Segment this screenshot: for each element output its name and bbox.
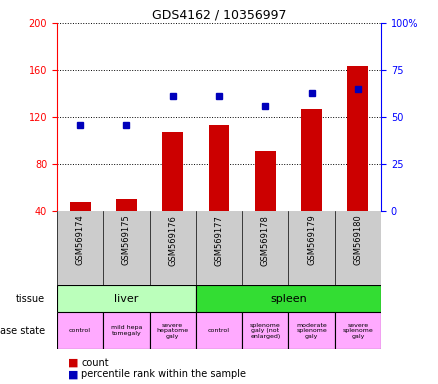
Bar — [242, 312, 289, 349]
Text: disease state: disease state — [0, 326, 46, 336]
Text: splenome
galy (not
enlarged): splenome galy (not enlarged) — [250, 323, 281, 339]
Text: spleen: spleen — [270, 294, 307, 304]
Text: tissue: tissue — [16, 294, 46, 304]
Bar — [149, 312, 196, 349]
Bar — [208, 125, 230, 211]
Title: GDS4162 / 10356997: GDS4162 / 10356997 — [152, 9, 286, 22]
Bar — [196, 285, 381, 312]
Text: count: count — [81, 358, 109, 368]
Bar — [57, 285, 196, 312]
Bar — [289, 312, 335, 349]
Bar — [301, 109, 322, 211]
Text: GSM569178: GSM569178 — [261, 215, 270, 266]
Bar — [255, 151, 276, 211]
Text: GSM569176: GSM569176 — [168, 215, 177, 266]
Bar — [57, 312, 103, 349]
Bar — [70, 202, 91, 211]
Bar — [116, 199, 137, 211]
Text: control: control — [69, 328, 91, 333]
Text: moderate
splenome
galy: moderate splenome galy — [296, 323, 327, 339]
Text: percentile rank within the sample: percentile rank within the sample — [81, 369, 246, 379]
Text: liver: liver — [114, 294, 138, 304]
Text: GSM569177: GSM569177 — [215, 215, 223, 266]
Text: control: control — [208, 328, 230, 333]
Text: severe
splenome
galy: severe splenome galy — [343, 323, 373, 339]
Text: ■: ■ — [68, 358, 78, 368]
Text: GSM569175: GSM569175 — [122, 215, 131, 265]
Bar — [347, 66, 368, 211]
Bar — [162, 132, 183, 211]
Text: GSM569179: GSM569179 — [307, 215, 316, 265]
Bar — [196, 312, 242, 349]
Text: GSM569174: GSM569174 — [76, 215, 85, 265]
Bar — [335, 312, 381, 349]
Text: severe
hepatome
galy: severe hepatome galy — [157, 323, 189, 339]
Text: ■: ■ — [68, 369, 78, 379]
Text: GSM569180: GSM569180 — [353, 215, 362, 265]
Bar — [103, 312, 149, 349]
Text: mild hepa
tomegaly: mild hepa tomegaly — [111, 326, 142, 336]
